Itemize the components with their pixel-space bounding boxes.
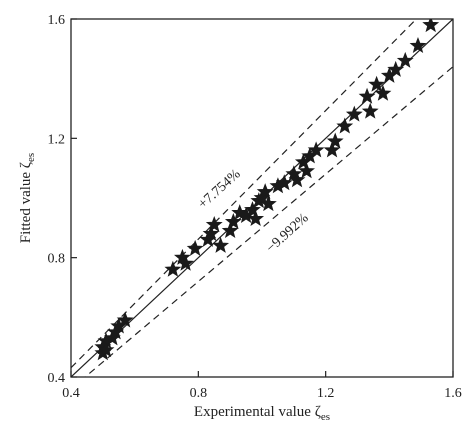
data-point-star [224,213,242,230]
data-point-star [288,171,306,188]
data-point-star [422,19,440,33]
y-axis-title: Fitted value ζes [18,153,37,243]
y-tick-label: 0.8 [48,252,66,267]
data-point-star [387,60,405,77]
data-point-star [247,210,265,227]
x-tick-label: 1.6 [444,386,462,401]
x-axis-title: Experimental value ζes [194,404,330,423]
x-tick-label: 1.2 [317,386,335,401]
data-point-star [212,236,230,253]
data-point-star [186,239,204,256]
y-tick-label: 1.6 [48,13,66,28]
data-point-star [275,174,293,191]
data-point-star [409,37,427,54]
data-point-star [259,195,277,212]
upper-band-label: +7.754% [196,167,244,213]
data-point-star [361,102,379,119]
x-tick-label: 0.4 [62,386,80,401]
data-point-star [205,216,223,233]
data-point-star [358,87,376,104]
data-point-star [336,117,354,134]
data-point-star [368,75,386,92]
data-point-star [307,141,325,158]
y-tick-label: 0.4 [48,371,66,386]
data-point-star [449,2,464,16]
y-tick-label: 1.2 [48,132,66,147]
upper-bound-line [71,19,418,369]
data-point-star [221,221,239,238]
data-point-star [116,311,134,328]
data-point-star [326,132,344,149]
lower-band-label: −9.992% [264,211,312,257]
data-point-star [164,260,182,277]
data-point-star [323,141,341,158]
data-point-star [202,224,220,241]
data-point-star [396,51,414,68]
data-point-star [298,162,315,179]
x-tick-label: 0.8 [190,386,208,401]
lower-bound-line [84,66,453,377]
data-point-star [244,201,261,218]
data-point-star [345,105,363,122]
data-point-star [374,84,392,101]
plot-frame [70,18,454,378]
data-point-star [256,183,274,200]
data-point-star [97,341,115,358]
data-point-star [177,254,195,271]
